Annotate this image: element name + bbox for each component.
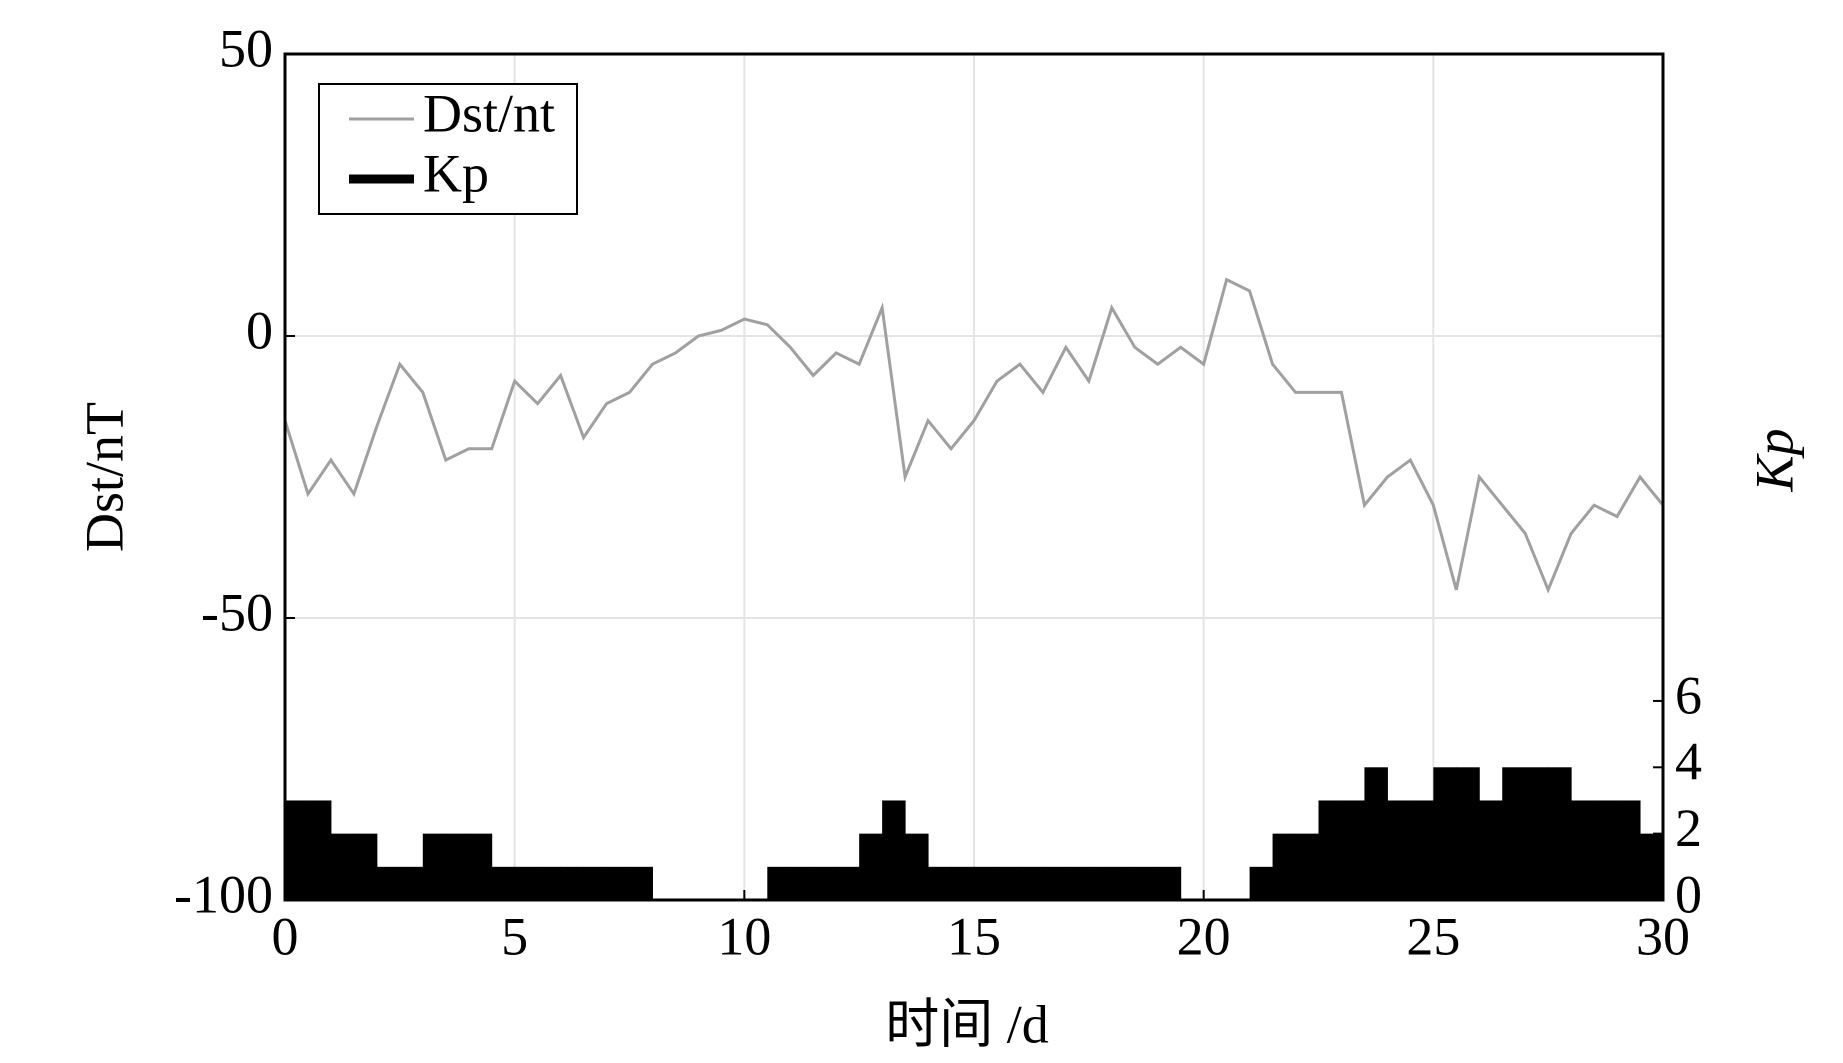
kp-bar <box>1548 767 1572 900</box>
kp-bar <box>606 866 630 900</box>
kp-bar <box>1640 833 1664 900</box>
y2-tick-label: 4 <box>1675 732 1702 792</box>
kp-bar <box>1111 866 1136 900</box>
kp-bar <box>422 833 447 900</box>
kp-bar <box>353 833 378 900</box>
kp-bar <box>1525 767 1549 900</box>
kp-bar <box>1065 866 1090 900</box>
x-tick-label: 30 <box>1636 906 1690 966</box>
kp-bar <box>951 866 975 900</box>
x-tick-label: 15 <box>947 906 1001 966</box>
kp-bar <box>376 866 401 900</box>
kp-bar <box>767 866 791 900</box>
y-tick-label: 50 <box>219 18 273 78</box>
kp-bar <box>1318 800 1342 900</box>
kp-bar <box>1479 800 1503 900</box>
kp-bar <box>1456 767 1480 900</box>
kp-bar <box>1272 833 1297 900</box>
x-tick-label: 25 <box>1406 906 1460 966</box>
kp-bar <box>1364 767 1388 900</box>
x-tick-label: 5 <box>501 906 528 966</box>
legend-box <box>318 83 578 215</box>
kp-bar <box>285 800 309 900</box>
kp-bar <box>1157 866 1182 900</box>
kp-bar <box>836 866 860 900</box>
kp-bar <box>882 800 906 900</box>
kp-bar <box>1249 866 1274 900</box>
y-tick-label: 0 <box>246 300 273 360</box>
kp-bar <box>790 866 814 900</box>
x-tick-label: 10 <box>717 906 771 966</box>
y2-tick-label: 2 <box>1675 798 1702 858</box>
kp-bar <box>996 866 1021 900</box>
kp-bar <box>560 866 585 900</box>
kp-bar <box>537 866 562 900</box>
dst-line <box>283 277 1665 594</box>
kp-bar <box>905 833 929 900</box>
kp-bar <box>330 833 355 900</box>
kp-bar <box>974 866 998 900</box>
kp-bar <box>1617 800 1641 900</box>
kp-bar <box>514 866 539 900</box>
kp-bar <box>1088 866 1113 900</box>
kp-bar <box>399 866 424 900</box>
kp-bar <box>1341 800 1365 900</box>
y-tick-label: -100 <box>174 864 273 924</box>
kp-bar <box>629 866 653 900</box>
kp-bar <box>1387 800 1411 900</box>
x-axis-label: 时间 /d <box>885 994 1049 1054</box>
kp-bar <box>1594 800 1618 900</box>
kp-bar <box>813 866 837 900</box>
kp-bar <box>491 866 516 900</box>
y-tick-label: -50 <box>201 582 273 642</box>
kp-bar <box>1571 800 1595 900</box>
kp-bar <box>468 833 493 900</box>
x-tick-label: 0 <box>272 906 299 966</box>
legend-label: Dst/nt <box>423 83 555 143</box>
kp-bar <box>583 866 608 900</box>
plot-frame <box>283 52 1665 902</box>
legend-label: Kp <box>423 143 489 203</box>
kp-bar <box>928 866 952 900</box>
kp-bar <box>445 833 470 900</box>
kp-bar <box>307 800 332 900</box>
y2-tick-label: 0 <box>1675 864 1702 924</box>
y-axis-label: Dst/nT <box>74 402 134 552</box>
y2-tick-label: 6 <box>1675 665 1702 725</box>
kp-bar <box>1019 866 1044 900</box>
kp-bar <box>1042 866 1067 900</box>
x-tick-label: 20 <box>1177 906 1231 966</box>
y2-axis-label: Kp <box>1744 428 1804 492</box>
kp-bar <box>1134 866 1159 900</box>
kp-bar <box>1433 767 1457 900</box>
kp-bar <box>1502 767 1526 900</box>
kp-bar <box>859 833 883 900</box>
kp-bar <box>1410 800 1434 900</box>
kp-bar <box>1295 833 1319 900</box>
